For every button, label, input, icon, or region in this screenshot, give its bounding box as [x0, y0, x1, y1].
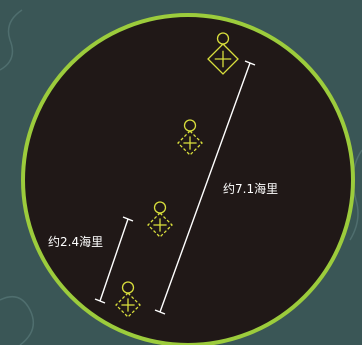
- background-sketch-right: [349, 149, 362, 241]
- short-distance-label: 约2.4海里: [48, 234, 103, 249]
- ship-markers: [115, 32, 239, 318]
- marker-head-circle: [153, 201, 167, 214]
- short-distance-bracket: [94, 216, 134, 304]
- background-sketch-left: [0, 9, 23, 71]
- ship-marker: [207, 32, 239, 75]
- marker-diamond: [115, 292, 141, 318]
- ship-marker: [177, 119, 203, 156]
- long-distance-bracket: [154, 60, 256, 315]
- ship-marker: [115, 281, 141, 318]
- radar-disc: [21, 13, 355, 345]
- marker-head-circle: [183, 119, 197, 132]
- marker-diamond: [147, 212, 173, 238]
- long-distance-label: 约7.1海里: [223, 181, 278, 196]
- marker-diamond: [207, 43, 239, 75]
- marker-head-circle: [121, 281, 135, 294]
- marker-head-circle: [216, 32, 230, 45]
- marker-diamond: [177, 130, 203, 156]
- background-sketch-bottom: [0, 295, 35, 345]
- ship-marker: [147, 201, 173, 238]
